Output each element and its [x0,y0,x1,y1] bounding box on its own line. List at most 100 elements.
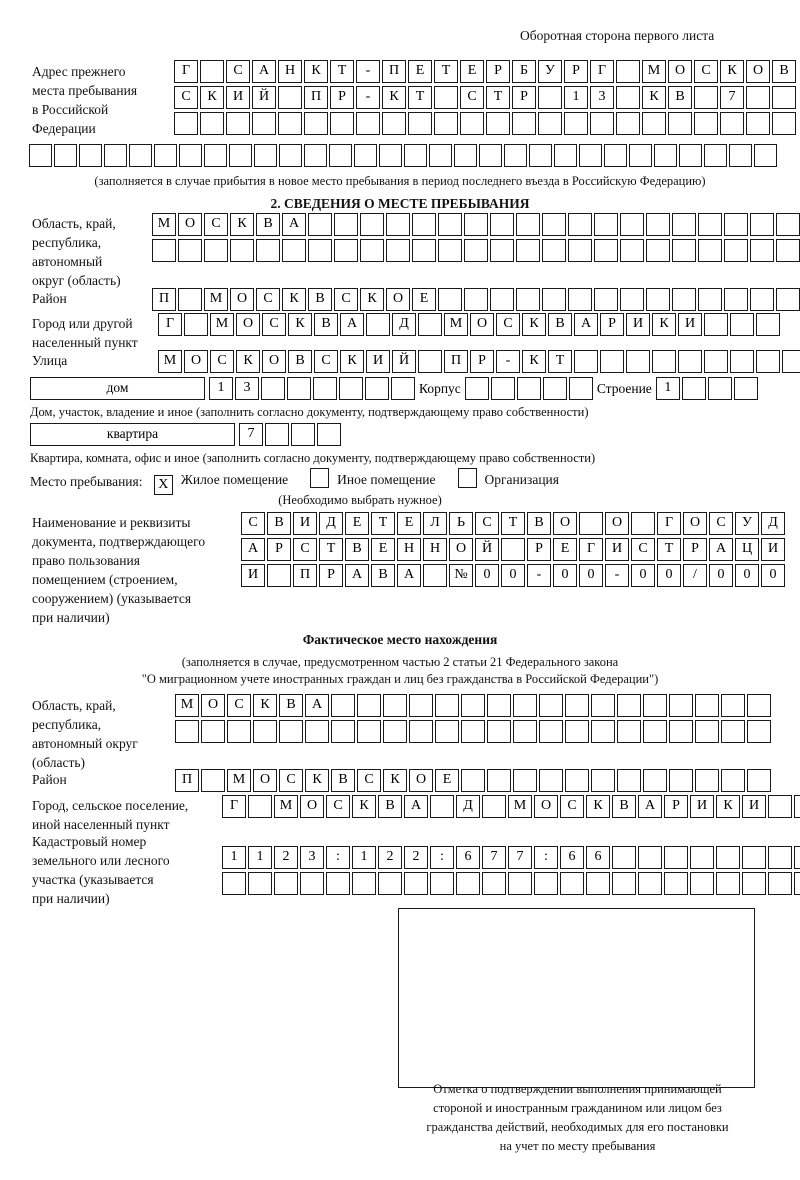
char-cell[interactable] [542,288,566,311]
char-cell[interactable]: № [449,564,473,587]
char-cell[interactable]: К [253,694,277,717]
char-cell[interactable]: Г [174,60,198,83]
char-cell[interactable]: Т [330,60,354,83]
char-cell[interactable] [768,872,792,895]
char-cell[interactable] [542,239,566,262]
char-cell[interactable] [386,213,410,236]
char-cell[interactable]: И [366,350,390,373]
document-row-3[interactable]: И П Р А В А № 0 0-0 0-0 0/0 0 0 [241,564,787,587]
char-cell[interactable]: И [226,86,250,109]
char-cell[interactable]: С [460,86,484,109]
char-cell[interactable] [694,112,718,135]
char-cell[interactable] [620,239,644,262]
char-cell[interactable] [600,350,624,373]
char-cell[interactable] [534,872,558,895]
char-cell[interactable] [742,872,766,895]
char-cell[interactable] [586,872,610,895]
char-cell[interactable] [378,872,402,895]
char-cell[interactable] [631,512,655,535]
char-cell[interactable]: 3 [590,86,614,109]
char-cell[interactable] [300,872,324,895]
char-cell[interactable] [404,872,428,895]
char-cell[interactable] [642,112,666,135]
char-cell[interactable]: О [386,288,410,311]
char-cell[interactable] [313,377,337,400]
char-cell[interactable]: И [626,313,650,336]
char-cell[interactable]: О [683,512,707,535]
char-cell[interactable] [308,213,332,236]
char-cell[interactable]: С [334,288,358,311]
char-cell[interactable]: В [612,795,636,818]
char-cell[interactable] [568,288,592,311]
char-cell[interactable] [720,112,744,135]
char-cell[interactable]: С [241,512,265,535]
char-cell[interactable] [690,846,714,869]
char-cell[interactable] [454,144,477,167]
char-cell[interactable]: В [267,512,291,535]
char-cell[interactable] [330,112,354,135]
char-cell[interactable] [418,350,442,373]
char-cell[interactable]: К [352,795,376,818]
char-cell[interactable]: Д [761,512,785,535]
char-cell[interactable]: К [230,213,254,236]
char-cell[interactable] [504,144,527,167]
char-cell[interactable]: К [720,60,744,83]
char-cell[interactable] [265,423,289,446]
char-cell[interactable] [695,720,719,743]
char-cell[interactable]: К [642,86,666,109]
char-cell[interactable] [278,86,302,109]
char-cell[interactable]: О [605,512,629,535]
char-cell[interactable]: 6 [560,846,584,869]
char-cell[interactable] [79,144,102,167]
char-cell[interactable] [565,769,589,792]
char-cell[interactable]: К [340,350,364,373]
char-cell[interactable] [248,795,272,818]
char-cell[interactable] [516,213,540,236]
char-cell[interactable] [200,112,224,135]
char-cell[interactable]: А [252,60,276,83]
char-cell[interactable] [733,377,758,400]
char-cell[interactable]: 1 [222,846,246,869]
char-cell[interactable] [679,144,702,167]
char-cell[interactable] [501,538,525,561]
char-cell[interactable] [229,144,252,167]
char-cell[interactable] [490,213,514,236]
char-cell[interactable]: А [638,795,662,818]
char-cell[interactable] [490,377,515,400]
char-cell[interactable] [252,112,276,135]
char-cell[interactable] [129,144,152,167]
char-cell[interactable] [776,288,800,311]
char-cell[interactable]: В [371,564,395,587]
char-cell[interactable] [616,112,640,135]
char-cell[interactable] [747,769,771,792]
char-cell[interactable]: 0 [501,564,525,587]
char-cell[interactable] [616,86,640,109]
char-cell[interactable] [383,694,407,717]
char-cell[interactable] [331,694,355,717]
char-cell[interactable] [646,288,670,311]
char-cell[interactable]: М [204,288,228,311]
house-field-label[interactable]: дом [30,377,205,400]
char-cell[interactable]: 7 [720,86,744,109]
char-cell[interactable] [204,144,227,167]
char-cell[interactable]: И [293,512,317,535]
char-cell[interactable] [438,239,462,262]
char-cell[interactable]: С [174,86,198,109]
char-cell[interactable] [794,846,800,869]
char-cell[interactable] [721,720,745,743]
char-cell[interactable]: О [178,213,202,236]
char-cell[interactable]: А [282,213,306,236]
char-cell[interactable]: 6 [586,846,610,869]
char-cell[interactable]: П [304,86,328,109]
char-cell[interactable]: К [586,795,610,818]
char-cell[interactable] [772,112,796,135]
char-cell[interactable]: И [605,538,629,561]
char-cell[interactable]: К [522,313,546,336]
char-cell[interactable] [620,213,644,236]
char-cell[interactable] [664,872,688,895]
